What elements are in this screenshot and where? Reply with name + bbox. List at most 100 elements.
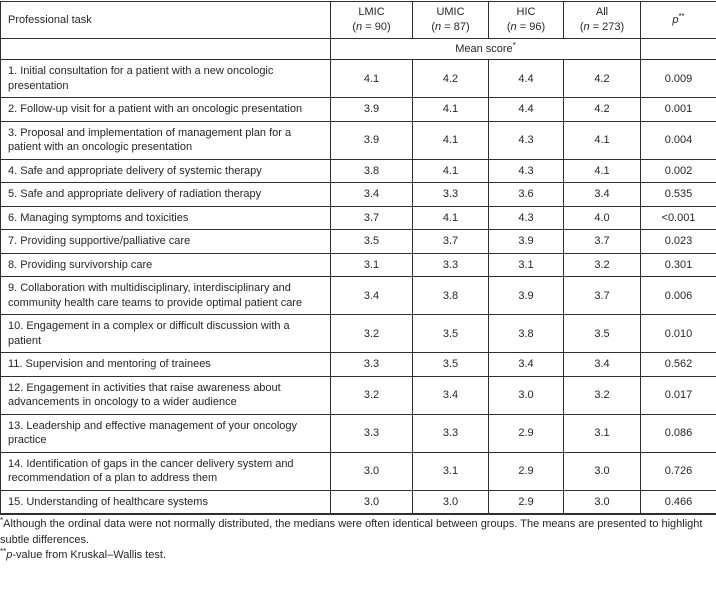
mean-score-cell-hic: 3.6	[488, 182, 564, 207]
table-row: 14. Identification of gaps in the cancer…	[0, 451, 716, 491]
col-header-lmic-n: (n = 90)	[352, 21, 391, 33]
col-header-all: All (n = 273)	[563, 1, 641, 39]
mean-score-row-empty-right	[640, 38, 716, 60]
mean-score-row-empty-left	[0, 38, 331, 60]
mean-score-cell-lmic: 3.0	[330, 489, 413, 515]
table-row: 10. Engagement in a complex or difficult…	[0, 314, 716, 354]
task-cell: 5. Safe and appropriate delivery of radi…	[0, 182, 331, 207]
n-symbol: n	[583, 21, 590, 33]
p-value-cell: 0.535	[640, 182, 716, 207]
task-cell: 9. Collaboration with multidisciplinary,…	[0, 276, 331, 316]
mean-score-cell-hic: 3.8	[488, 314, 564, 354]
mean-score-cell-umic: 3.5	[412, 352, 489, 377]
col-header-hic: HIC (n = 96)	[488, 1, 564, 39]
mean-score-cell-hic: 3.4	[488, 352, 564, 377]
p-header-asterisks: **	[678, 12, 685, 21]
mean-score-cell-hic: 3.0	[488, 375, 564, 415]
professional-tasks-table: Professional task LMIC (n = 90) UMIC (n …	[0, 1, 716, 516]
mean-score-cell-lmic: 3.7	[330, 205, 413, 231]
task-cell: 13. Leadership and effective management …	[0, 413, 331, 453]
mean-score-cell-all: 3.5	[563, 314, 641, 354]
table-footnotes: *Although the ordinal data were not norm…	[0, 517, 716, 563]
mean-score-cell-all: 3.4	[563, 352, 641, 377]
col-header-umic: UMIC (n = 87)	[412, 1, 489, 39]
p-value-cell: 0.001	[640, 97, 716, 122]
col-header-umic-n: (n = 87)	[431, 21, 470, 33]
footnote-means-text: Although the ordinal data were not norma…	[0, 518, 703, 546]
mean-score-cell-lmic: 3.2	[330, 375, 413, 415]
table-row: 6. Managing symptoms and toxicities 3.7 4.…	[0, 205, 716, 231]
mean-score-cell-lmic: 3.3	[330, 352, 413, 377]
mean-score-text: Mean score	[455, 43, 513, 55]
task-cell: 15. Understanding of healthcare systems	[0, 489, 331, 515]
col-header-all-label: All	[595, 6, 609, 19]
mean-score-span-label: Mean score*	[330, 38, 641, 60]
mean-score-cell-all: 3.2	[563, 252, 641, 278]
mean-score-cell-all: 4.1	[563, 120, 641, 160]
table-row: 13. Leadership and effective management …	[0, 413, 716, 453]
table-row: 11. Supervision and mentoring of trainee…	[0, 352, 716, 377]
p-value-cell: <0.001	[640, 205, 716, 231]
table-row: 1. Initial consultation for a patient wi…	[0, 58, 716, 99]
mean-score-cell-lmic: 3.2	[330, 314, 413, 354]
mean-score-cell-umic: 4.1	[412, 158, 489, 184]
mean-score-cell-lmic: 3.3	[330, 413, 413, 453]
mean-score-cell-hic: 3.9	[488, 229, 564, 254]
mean-score-cell-all: 4.0	[563, 205, 641, 231]
table-row: 2. Follow-up visit for a patient with an…	[0, 97, 716, 122]
task-cell: 12. Engagement in activities that raise …	[0, 375, 331, 415]
mean-score-cell-lmic: 3.9	[330, 97, 413, 122]
mean-score-cell-all: 3.0	[563, 451, 641, 491]
table-row: 4. Safe and appropriate delivery of syst…	[0, 158, 716, 184]
mean-score-cell-umic: 3.3	[412, 182, 489, 207]
table-row: 5. Safe and appropriate delivery of radi…	[0, 182, 716, 207]
footnote-pvalue-marker: **	[0, 546, 7, 556]
mean-score-cell-lmic: 3.5	[330, 229, 413, 254]
task-cell: 10. Engagement in a complex or difficult…	[0, 314, 331, 354]
mean-score-cell-umic: 3.1	[412, 451, 489, 491]
footnote-means-marker: *	[0, 516, 4, 526]
mean-score-cell-umic: 3.4	[412, 375, 489, 415]
mean-score-cell-hic: 2.9	[488, 413, 564, 453]
mean-score-cell-all: 3.2	[563, 375, 641, 415]
mean-score-cell-hic: 4.3	[488, 158, 564, 184]
task-cell: 11. Supervision and mentoring of trainee…	[0, 352, 331, 377]
p-value-cell: 0.466	[640, 489, 716, 515]
p-value-cell: 0.010	[640, 314, 716, 354]
n-symbol: n	[356, 21, 363, 33]
mean-score-cell-lmic: 3.1	[330, 252, 413, 278]
mean-score-asterisk: *	[512, 41, 516, 50]
task-cell: 1. Initial consultation for a patient wi…	[0, 58, 331, 99]
mean-score-cell-umic: 3.3	[412, 252, 489, 278]
col-header-all-n: (n = 273)	[579, 21, 625, 33]
col-header-lmic-label: LMIC	[358, 6, 385, 19]
task-cell: 3. Proposal and implementation of manage…	[0, 120, 331, 160]
mean-score-cell-hic: 4.3	[488, 120, 564, 160]
mean-score-cell-umic: 3.3	[412, 413, 489, 453]
col-header-hic-label: HIC	[516, 6, 536, 19]
task-cell: 6. Managing symptoms and toxicities	[0, 205, 331, 231]
mean-score-cell-hic: 4.4	[488, 58, 564, 99]
n-symbol: n	[510, 21, 517, 33]
footnote-pvalue: **p-value from Kruskal–Wallis test.	[0, 546, 714, 563]
mean-score-cell-lmic: 3.9	[330, 120, 413, 160]
col-header-hic-n: (n = 96)	[506, 21, 546, 33]
mean-score-cell-hic: 4.4	[488, 97, 564, 122]
table-row: 9. Collaboration with multidisciplinary,…	[0, 276, 716, 316]
mean-score-cell-all: 3.7	[563, 229, 641, 254]
mean-score-cell-hic: 2.9	[488, 451, 564, 491]
task-cell: 14. Identification of gaps in the cancer…	[0, 451, 331, 491]
col-header-p: p**	[640, 1, 716, 39]
header-row: Professional task LMIC (n = 90) UMIC (n …	[0, 1, 716, 39]
mean-score-cell-umic: 4.1	[412, 120, 489, 160]
mean-score-cell-all: 4.2	[563, 58, 641, 99]
p-value-cell: 0.006	[640, 276, 716, 316]
mean-score-cell-lmic: 3.4	[330, 276, 413, 316]
table-row: 7. Providing supportive/palliative care 3…	[0, 229, 716, 254]
mean-score-cell-all: 3.0	[563, 489, 641, 515]
mean-score-cell-all: 3.4	[563, 182, 641, 207]
table-row: 15. Understanding of healthcare systems 3…	[0, 489, 716, 515]
table-body: 1. Initial consultation for a patient wi…	[0, 58, 716, 515]
mean-score-cell-lmic: 3.4	[330, 182, 413, 207]
table-row: 3. Proposal and implementation of manage…	[0, 120, 716, 160]
